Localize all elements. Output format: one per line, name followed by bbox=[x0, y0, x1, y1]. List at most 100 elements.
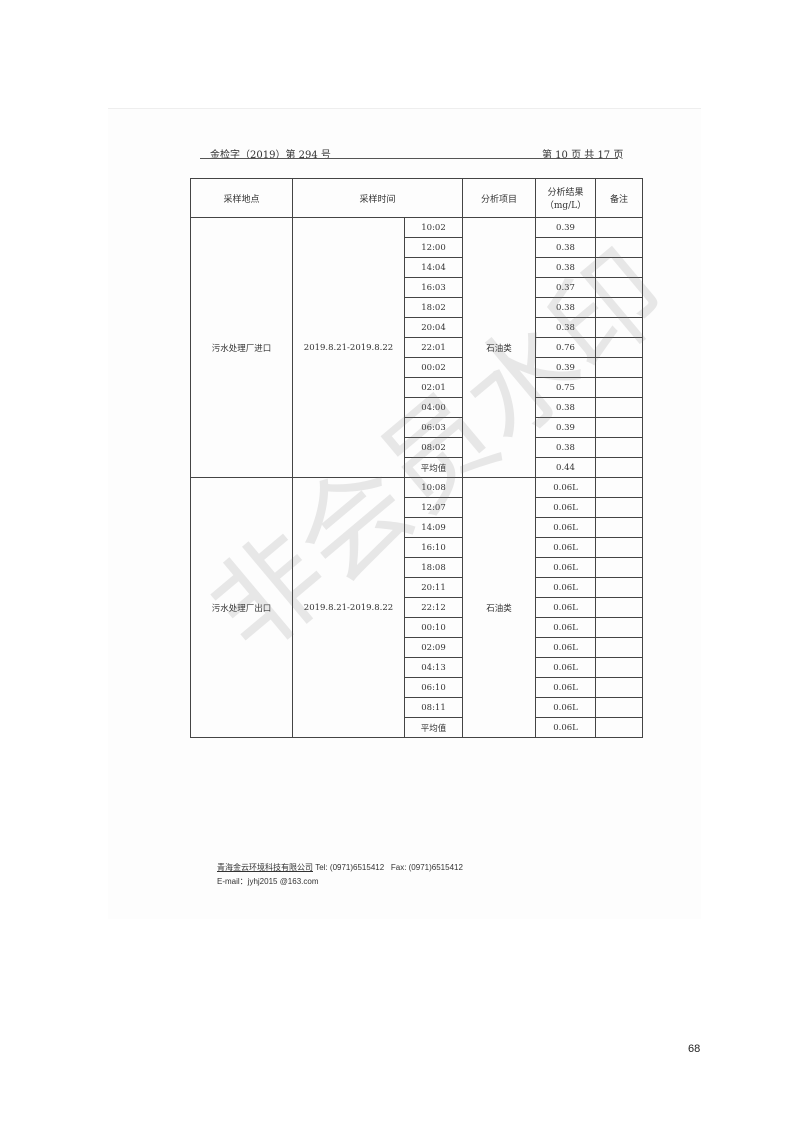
col-remarks: 备注 bbox=[595, 178, 643, 218]
table-header-row: 采样地点 采样时间 分析项目 分析结果（mg/L） 备注 bbox=[190, 178, 643, 218]
item-cell: 石油类 bbox=[462, 477, 536, 738]
table-row: 02:09 0.06L bbox=[191, 637, 643, 658]
remarks-cell bbox=[595, 637, 643, 658]
table-row: 12:07 0.06L bbox=[191, 497, 643, 518]
col-time: 采样时间 bbox=[292, 178, 463, 218]
remarks-cell bbox=[595, 397, 643, 418]
remarks-cell bbox=[595, 317, 643, 338]
time-cell: 18:08 bbox=[404, 557, 463, 578]
time-cell: 12:00 bbox=[404, 237, 463, 258]
result-cell: 0.38 bbox=[535, 237, 596, 258]
time-cell: 08:11 bbox=[404, 697, 463, 718]
table-row: 平均值 0.06L bbox=[191, 717, 643, 738]
result-cell: 0.38 bbox=[535, 397, 596, 418]
time-cell: 12:07 bbox=[404, 497, 463, 518]
time-cell: 16:03 bbox=[404, 277, 463, 298]
remarks-cell bbox=[595, 717, 643, 738]
col-location: 采样地点 bbox=[190, 178, 293, 218]
time-cell: 14:04 bbox=[404, 257, 463, 278]
result-cell: 0.06L bbox=[535, 677, 596, 698]
time-cell: 08:02 bbox=[404, 437, 463, 458]
footer-contact: 青海金云环境科技有限公司 Tel: (0971)6515412 Fax: (09… bbox=[217, 862, 463, 873]
table-row: 18:02 0.38 bbox=[191, 297, 643, 318]
time-cell: 平均值 bbox=[404, 457, 463, 478]
result-cell: 0.75 bbox=[535, 377, 596, 398]
result-cell: 0.06L bbox=[535, 497, 596, 518]
time-cell: 14:09 bbox=[404, 517, 463, 538]
remarks-cell bbox=[595, 337, 643, 358]
table-row: 00:02 0.39 bbox=[191, 357, 643, 378]
table-row: 14:04 0.38 bbox=[191, 257, 643, 278]
time-cell: 18:02 bbox=[404, 297, 463, 318]
date-cell: 2019.8.21-2019.8.22 bbox=[292, 217, 405, 478]
result-cell: 0.06L bbox=[535, 717, 596, 738]
result-cell: 0.06L bbox=[535, 537, 596, 558]
table-row: 04:00 0.38 bbox=[191, 397, 643, 418]
table-row: 22:01 0.76 bbox=[191, 337, 643, 358]
time-cell: 22:12 bbox=[404, 597, 463, 618]
location-cell: 污水处理厂进口 bbox=[190, 217, 293, 478]
time-cell: 20:04 bbox=[404, 317, 463, 338]
page-number: 68 bbox=[688, 1043, 701, 1055]
item-cell: 石油类 bbox=[462, 217, 536, 478]
time-cell: 06:10 bbox=[404, 677, 463, 698]
remarks-cell bbox=[595, 497, 643, 518]
time-cell: 10:08 bbox=[404, 477, 463, 498]
remarks-cell bbox=[595, 417, 643, 438]
remarks-cell bbox=[595, 577, 643, 598]
remarks-cell bbox=[595, 517, 643, 538]
result-cell: 0.38 bbox=[535, 257, 596, 278]
result-cell: 0.39 bbox=[535, 417, 596, 438]
footer-tel: Tel: (0971)6515412 bbox=[315, 863, 385, 872]
table-row: 08:11 0.06L bbox=[191, 697, 643, 718]
result-cell: 0.76 bbox=[535, 337, 596, 358]
result-cell: 0.06L bbox=[535, 557, 596, 578]
result-cell: 0.06L bbox=[535, 597, 596, 618]
remarks-cell bbox=[595, 677, 643, 698]
results-table: 采样地点 采样时间 分析项目 分析结果（mg/L） 备注 污水处理厂进口 2019… bbox=[190, 178, 643, 738]
remarks-cell bbox=[595, 277, 643, 298]
table-row: 18:08 0.06L bbox=[191, 557, 643, 578]
time-cell: 00:02 bbox=[404, 357, 463, 378]
remarks-cell bbox=[595, 697, 643, 718]
table-row: 16:03 0.37 bbox=[191, 277, 643, 298]
header-rule bbox=[200, 158, 618, 159]
footer-email: E-mail：jyhj2015 @163.com bbox=[217, 877, 319, 886]
time-cell: 00:10 bbox=[404, 617, 463, 638]
remarks-cell bbox=[595, 377, 643, 398]
time-cell: 20:11 bbox=[404, 577, 463, 598]
date-cell: 2019.8.21-2019.8.22 bbox=[292, 477, 405, 738]
remarks-cell bbox=[595, 597, 643, 618]
remarks-cell bbox=[595, 217, 643, 238]
col-item: 分析项目 bbox=[462, 178, 536, 218]
result-cell: 0.39 bbox=[535, 217, 596, 238]
remarks-cell bbox=[595, 297, 643, 318]
table-row: 12:00 0.38 bbox=[191, 237, 643, 258]
remarks-cell bbox=[595, 657, 643, 678]
remarks-cell bbox=[595, 357, 643, 378]
result-cell: 0.06L bbox=[535, 577, 596, 598]
result-cell: 0.38 bbox=[535, 297, 596, 318]
table-row: 08:02 0.38 bbox=[191, 437, 643, 458]
result-cell: 0.06L bbox=[535, 517, 596, 538]
time-cell: 10:02 bbox=[404, 217, 463, 238]
remarks-cell bbox=[595, 617, 643, 638]
result-cell: 0.06L bbox=[535, 697, 596, 718]
time-cell: 02:01 bbox=[404, 377, 463, 398]
result-cell: 0.37 bbox=[535, 277, 596, 298]
document-number: 金检字（2019）第 294 号 bbox=[210, 150, 331, 161]
result-cell: 0.06L bbox=[535, 477, 596, 498]
remarks-cell bbox=[595, 237, 643, 258]
result-cell: 0.38 bbox=[535, 437, 596, 458]
col-result: 分析结果（mg/L） bbox=[535, 178, 596, 218]
time-cell: 16:10 bbox=[404, 537, 463, 558]
remarks-cell bbox=[595, 457, 643, 478]
result-cell: 0.06L bbox=[535, 637, 596, 658]
time-cell: 04:13 bbox=[404, 657, 463, 678]
time-cell: 22:01 bbox=[404, 337, 463, 358]
remarks-cell bbox=[595, 437, 643, 458]
result-cell: 0.38 bbox=[535, 317, 596, 338]
footer-fax: Fax: (0971)6515412 bbox=[390, 863, 463, 872]
result-cell: 0.06L bbox=[535, 657, 596, 678]
